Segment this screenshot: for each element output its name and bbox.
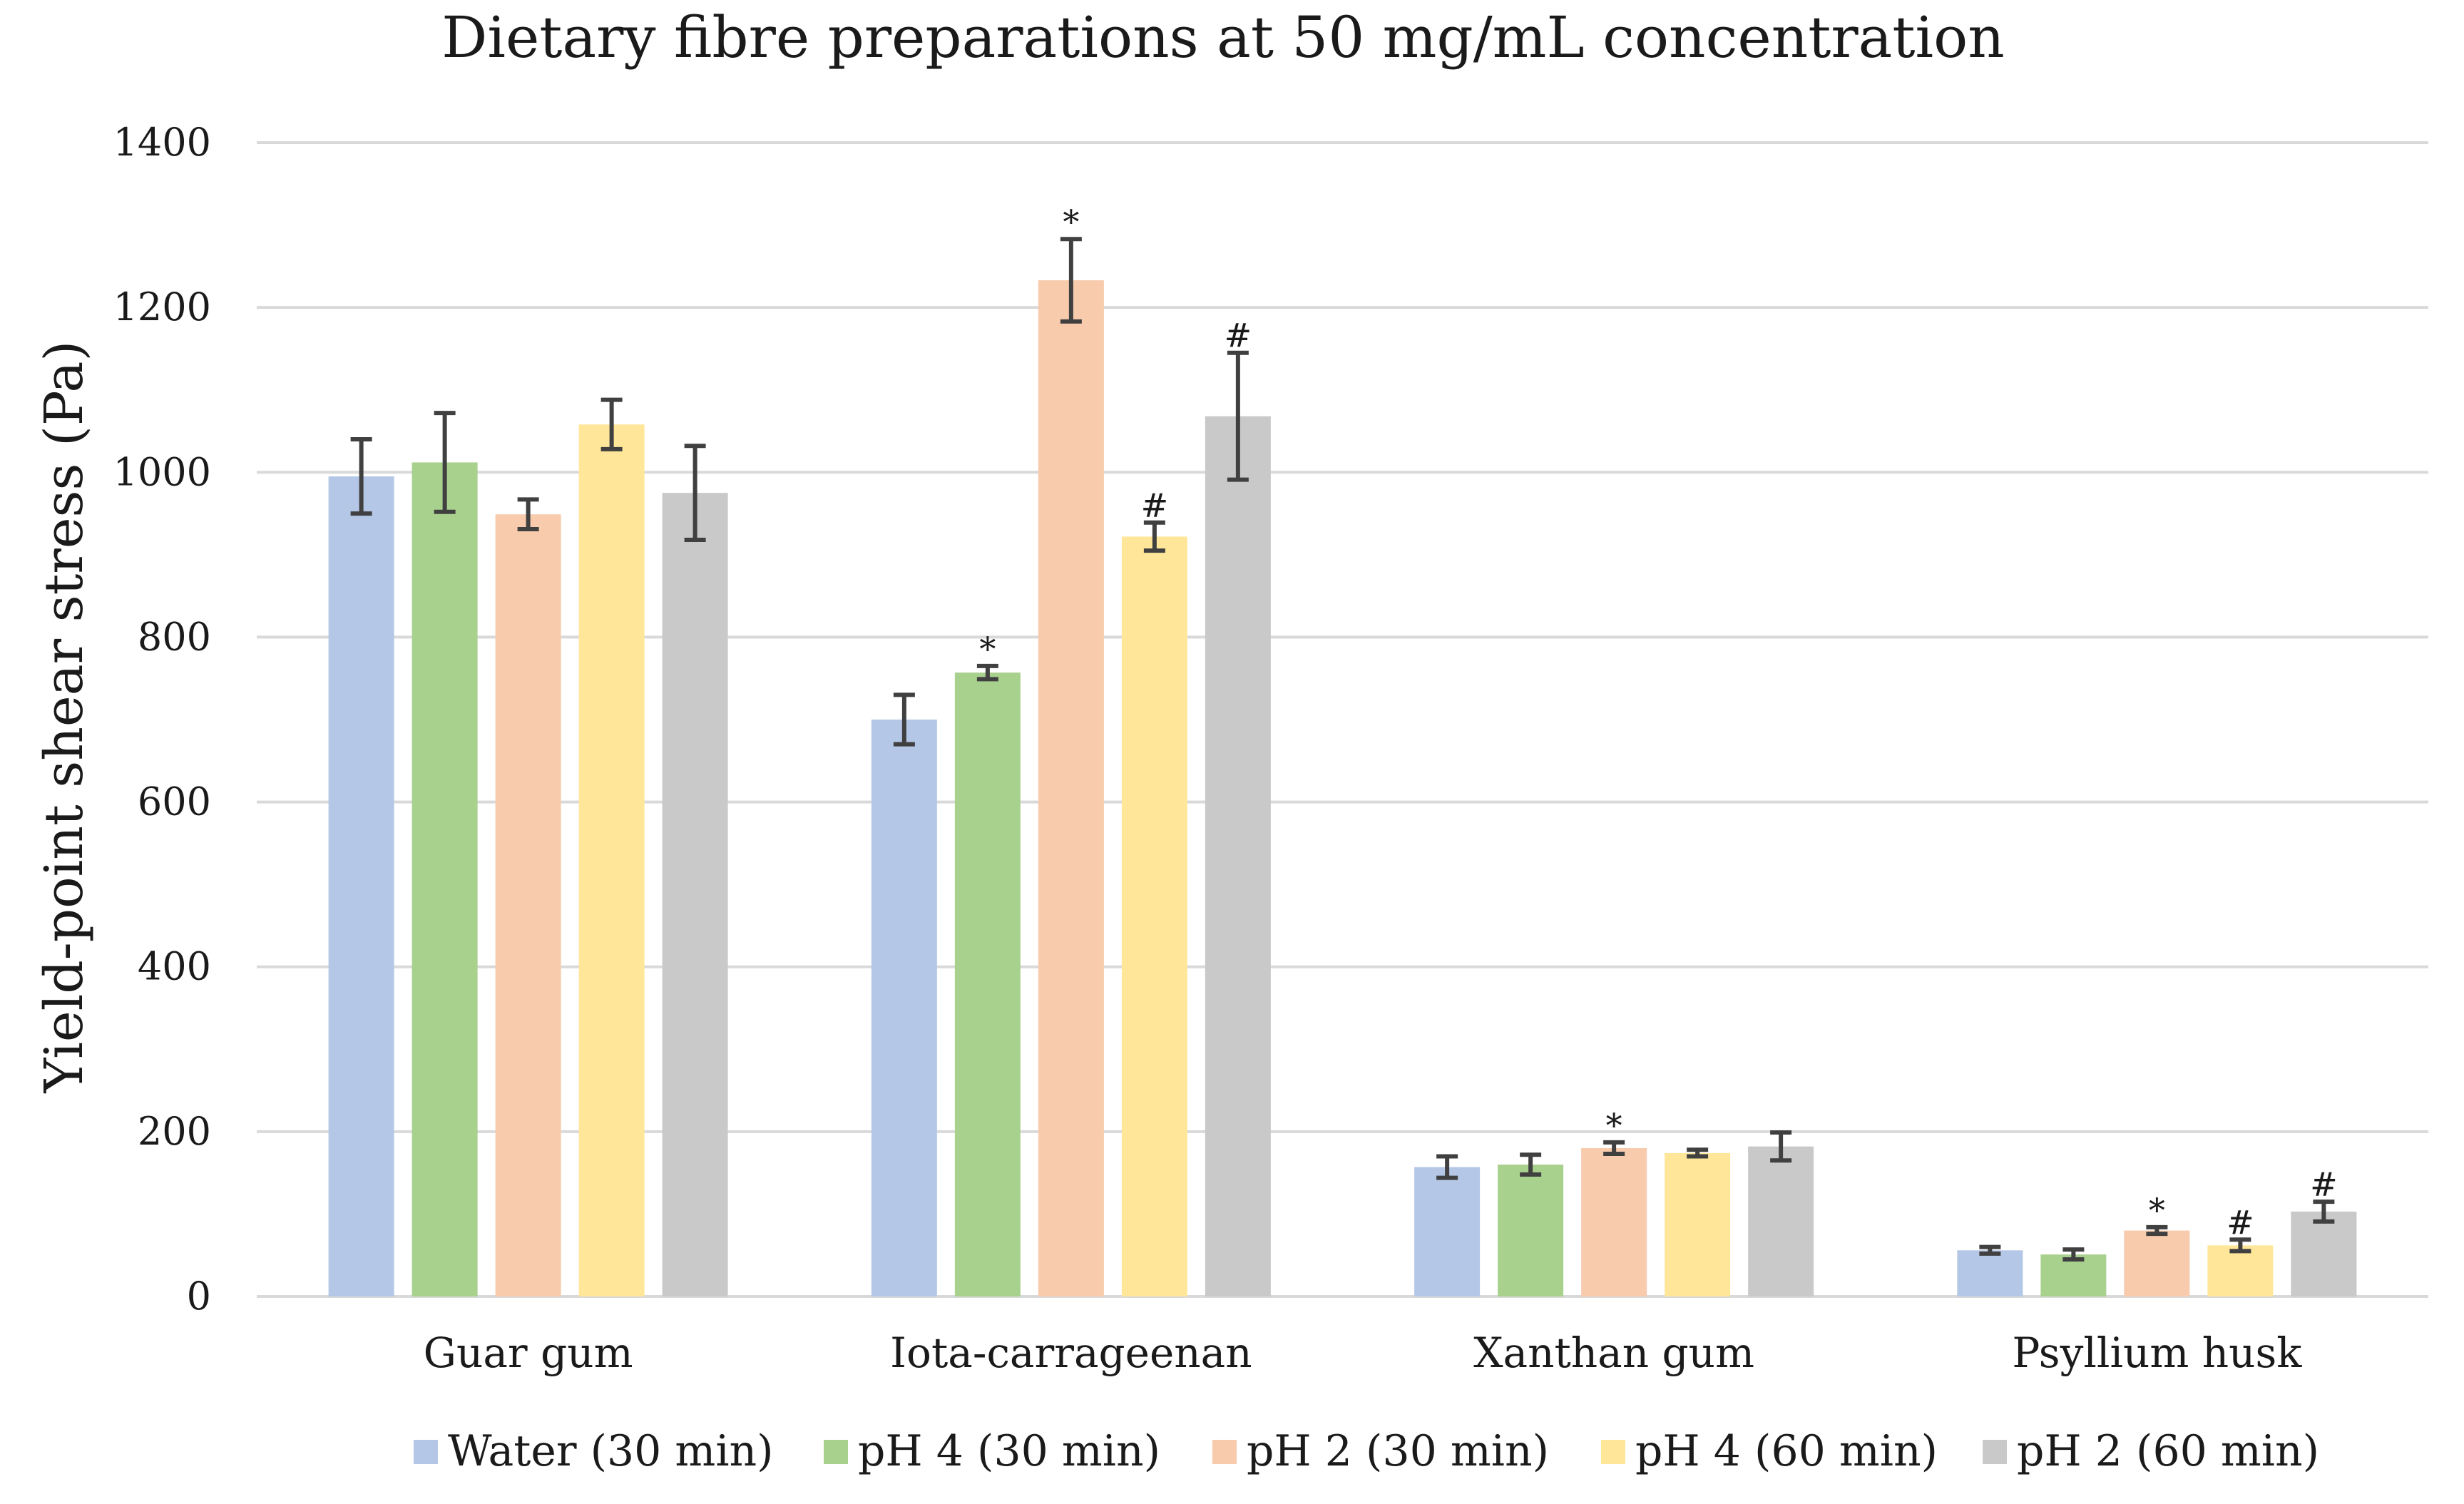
legend-label: pH 2 (30 min) [1247,1426,1549,1476]
y-tick-label: 1000 [113,449,211,494]
y-tick-label: 800 [138,614,211,659]
bar [1414,1167,1481,1296]
legend-label: Water (30 min) [448,1426,774,1476]
legend: Water (30 min) pH 4 (30 min) pH 2 (30 min)… [414,1426,2319,1476]
x-tick-label: Xanthan gum [1473,1329,1754,1377]
bar [871,720,937,1296]
bar [495,514,561,1296]
bar [1498,1165,1564,1296]
significance-marker: * [2149,1191,2165,1229]
significance-marker: # [1141,486,1169,525]
bar [1957,1250,2023,1296]
bar [954,672,1021,1296]
bar [2124,1230,2190,1296]
significance-marker: * [1606,1106,1622,1145]
bars: * * # # * * # # [328,203,2357,1297]
legend-label: pH 4 (30 min) [858,1426,1160,1476]
y-axis-ticks: 0 200 400 600 800 1000 1200 1400 [113,120,211,1319]
x-axis-ticks: Guar gum Iota-carrageenan Xanthan gum Psyll… [424,1329,2303,1377]
bar [328,476,394,1297]
bar [1748,1146,1814,1296]
legend-swatch [1601,1440,1625,1464]
y-tick-label: 0 [187,1274,211,1319]
chart-title: Dietary fibre preparations at 50 mg/mL c… [441,4,2005,71]
y-tick-label: 200 [138,1109,211,1154]
y-tick-label: 400 [138,944,211,989]
y-axis-label: Yield-point shear stress (Pa) [34,341,95,1094]
bar [1665,1152,1731,1296]
bar [2207,1245,2274,1296]
x-tick-label: Iota-carrageenan [890,1329,1252,1377]
legend-swatch [1212,1440,1237,1464]
bar [1121,536,1187,1297]
bar [1205,416,1271,1296]
y-tick-label: 600 [138,779,211,824]
significance-marker: # [2227,1203,2254,1242]
y-tick-label: 1400 [113,120,211,165]
legend-swatch [824,1440,848,1464]
x-tick-label: Psyllium husk [2012,1329,2302,1377]
significance-marker: # [2310,1165,2338,1204]
significance-marker: * [1063,203,1079,241]
legend-label: pH 4 (60 min) [1635,1426,1938,1476]
y-tick-label: 1200 [113,285,211,329]
bar [2291,1211,2357,1296]
bar [578,424,645,1296]
x-tick-label: Guar gum [424,1329,633,1377]
bar [1038,280,1104,1296]
legend-swatch [1983,1440,2007,1464]
bar [411,462,478,1296]
significance-marker: * [979,630,996,668]
significance-marker: # [1225,317,1252,355]
legend-swatch [414,1440,438,1464]
bar [662,493,728,1296]
legend-label: pH 2 (60 min) [2017,1426,2319,1476]
bar [1581,1147,1647,1296]
